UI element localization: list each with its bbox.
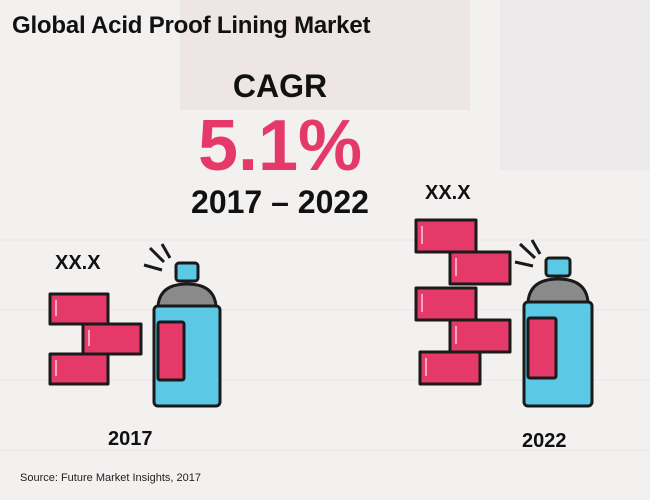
- value-2017: XX.X: [55, 252, 101, 274]
- spray-can-icon: [514, 239, 594, 408]
- spray-can-icon: [143, 243, 222, 408]
- page-title: Global Acid Proof Lining Market: [12, 12, 371, 39]
- year-2017: 2017: [108, 428, 153, 450]
- value-2022: XX.X: [425, 182, 471, 204]
- year-2022: 2022: [522, 430, 567, 452]
- brick-stack-icon: [48, 292, 143, 386]
- cagr-period: 2017 – 2022: [191, 184, 369, 220]
- source-note: Source: Future Market Insights, 2017: [20, 472, 201, 484]
- cagr-value: 5.1%: [197, 106, 363, 186]
- cagr-label: CAGR: [232, 68, 328, 104]
- brick-stack-icon: [414, 218, 512, 386]
